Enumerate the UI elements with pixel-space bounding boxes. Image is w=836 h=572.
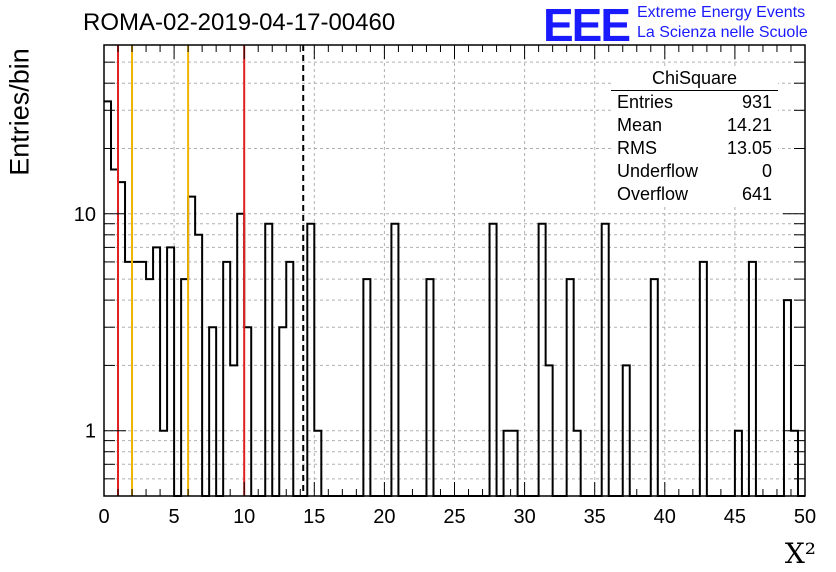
stats-label: Underflow	[617, 161, 699, 181]
y-tick-label: 1	[85, 421, 96, 443]
x-tick-label: 10	[233, 506, 255, 528]
x-tick-label: 35	[584, 506, 606, 528]
y-tick-label: 10	[74, 204, 96, 226]
stats-value: 14.21	[726, 115, 772, 135]
stats-row-rms: RMS 13.05	[611, 137, 778, 160]
x-tick-label: 25	[443, 506, 465, 528]
stats-value: 641	[741, 184, 772, 204]
stats-value: 0	[761, 161, 772, 181]
logo-caption: Extreme Energy Events La Scienza nelle S…	[637, 3, 808, 43]
stats-label: Overflow	[617, 184, 689, 204]
logo-caption-line2: La Scienza nelle Scuole	[637, 24, 808, 41]
x-tick-label: 50	[794, 506, 816, 528]
stats-label: RMS	[617, 138, 657, 158]
x-tick-label: 30	[513, 506, 535, 528]
stats-label: Mean	[617, 115, 663, 135]
stats-row-underflow: Underflow 0	[611, 160, 778, 183]
eee-logo: EEE	[543, 0, 631, 51]
x-tick-label: 45	[724, 506, 746, 528]
x-tick-label: 5	[169, 506, 180, 528]
stats-row-entries: Entries 931	[611, 91, 778, 114]
stats-row-overflow: Overflow 641	[611, 183, 778, 206]
x-tick-label: 15	[303, 506, 325, 528]
chart-title: ROMA-02-2019-04-17-00460	[83, 9, 396, 36]
stats-row-mean: Mean 14.21	[611, 114, 778, 137]
logo-caption-line1: Extreme Energy Events	[637, 4, 806, 21]
stats-box: ChiSquare Entries 931 Mean 14.21 RMS 13.…	[611, 66, 778, 206]
stats-title: ChiSquare	[611, 66, 778, 91]
x-axis-label: X²	[784, 537, 816, 570]
y-axis-label: Entries/bin	[4, 48, 35, 176]
stats-label: Entries	[617, 92, 674, 112]
x-tick-label: 0	[98, 506, 109, 528]
stats-value: 931	[741, 92, 772, 112]
x-tick-label: 20	[373, 506, 395, 528]
stats-value: 13.05	[726, 138, 772, 158]
x-tick-label: 40	[654, 506, 676, 528]
